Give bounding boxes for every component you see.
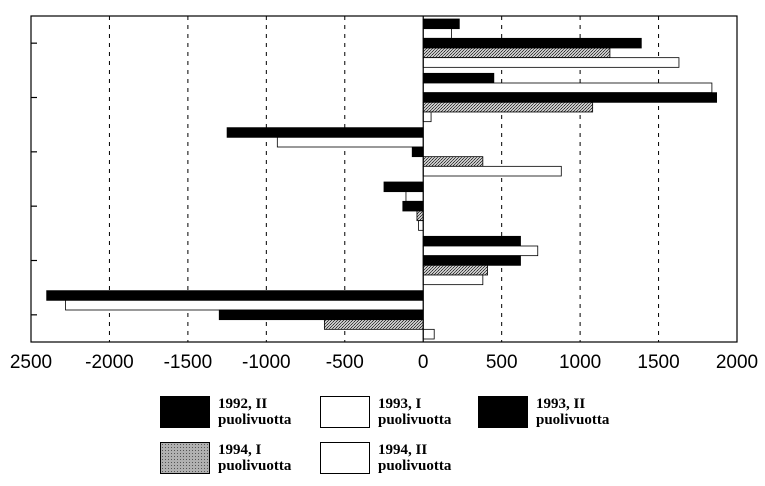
- legend-swatch-1993-ii: [478, 396, 528, 428]
- bar: [46, 290, 424, 301]
- bar: [276, 136, 424, 148]
- bar: [422, 274, 484, 286]
- vertical-gridlines: [108, 16, 660, 342]
- legend-swatch-1994-ii: [320, 442, 370, 474]
- bar: [416, 210, 424, 222]
- bar: [422, 328, 435, 340]
- x-tick-label: 0: [418, 352, 429, 373]
- bar: [411, 146, 424, 158]
- legend-label-sub: puolivuotta: [378, 412, 452, 428]
- bar: [418, 220, 424, 231]
- bar: [422, 92, 718, 103]
- bar-chart: 2500 -2000 -1500 -1000 -500 0 500 1000 1500 2000: [10, 15, 758, 373]
- legend-item-1992-ii: 1992, II puolivuotta: [160, 396, 291, 428]
- legend-swatch-1994-i: [160, 442, 210, 474]
- x-tick-label: 1500: [637, 352, 679, 373]
- legend-label-sub: puolivuotta: [378, 458, 452, 474]
- bar: [226, 127, 424, 138]
- x-tick-label: 1000: [559, 352, 601, 373]
- bar: [422, 235, 521, 247]
- x-tick-label: -1000: [242, 352, 291, 373]
- plot-frame: [30, 15, 738, 343]
- legend-item-1994-ii: 1994, II puolivuotta: [320, 442, 451, 474]
- bar: [422, 111, 432, 123]
- legend-label: 1993, I: [378, 396, 422, 412]
- x-tick-label: 500: [486, 352, 518, 373]
- bar: [422, 47, 611, 59]
- x-tick-label: 2000: [716, 352, 758, 373]
- x-tick-label: -2000: [85, 352, 134, 373]
- bar: [422, 28, 452, 39]
- bar: [405, 191, 424, 202]
- bar: [422, 72, 495, 84]
- bar: [422, 18, 460, 30]
- bar: [422, 82, 713, 94]
- bar: [402, 200, 424, 212]
- bar: [218, 309, 424, 321]
- bar: [422, 101, 594, 113]
- bar: [422, 245, 539, 257]
- legend-item-1993-ii: 1993, II puolivuotta: [478, 396, 609, 428]
- bar: [422, 57, 680, 68]
- legend-label: 1993, II: [536, 396, 586, 412]
- legend-label: 1994, I: [218, 442, 262, 458]
- bar: [383, 181, 424, 193]
- legend-label-sub: puolivuotta: [536, 412, 610, 428]
- legend-label-sub: puolivuotta: [218, 412, 292, 428]
- bar: [65, 299, 424, 311]
- x-tick-label: -1500: [164, 352, 213, 373]
- category-ticks: [31, 42, 37, 316]
- bar: [422, 156, 484, 167]
- bar: [422, 255, 521, 266]
- legend-label-sub: puolivuotta: [218, 458, 292, 474]
- legend-swatch-1993-i: [320, 396, 370, 428]
- bar: [323, 319, 424, 330]
- legend-label: 1994, II: [378, 442, 428, 458]
- x-tick-labels: 2500 -2000 -1500 -1000 -500 0 500 1000 1500 2000: [10, 352, 758, 373]
- bar: [422, 37, 642, 49]
- bar: [422, 165, 562, 177]
- x-tick-label: 2500: [10, 352, 52, 373]
- legend-swatch-1992-ii: [160, 396, 210, 428]
- bar: [422, 264, 488, 276]
- legend-label: 1992, II: [218, 396, 268, 412]
- bars: [46, 18, 718, 340]
- x-tick-label: -500: [326, 352, 364, 373]
